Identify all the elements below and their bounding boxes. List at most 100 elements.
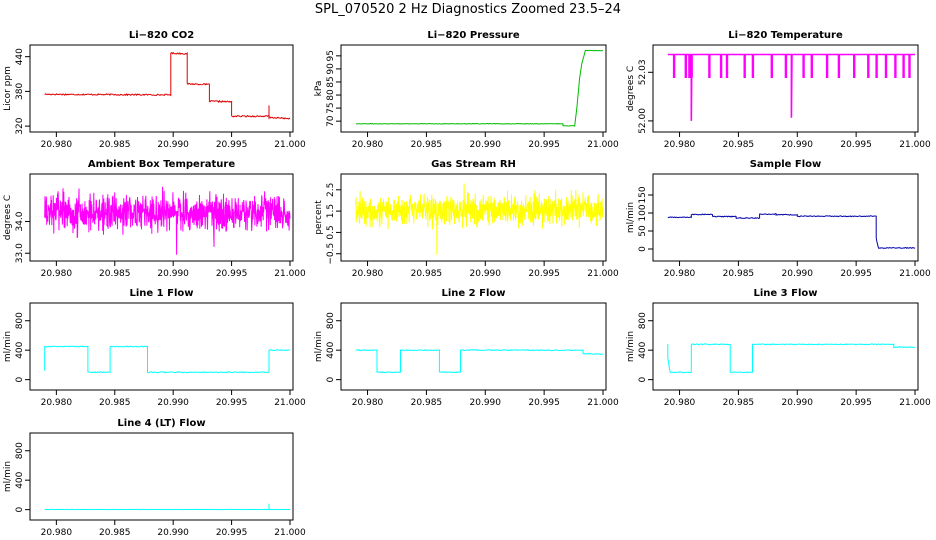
- line4-xtick-label: 20.985: [99, 528, 131, 538]
- line2-title: Line 2 Flow: [442, 288, 506, 299]
- rh-ytick-label: 0.5: [326, 225, 336, 239]
- figure-title: SPL_070520 2 Hz Diagnostics Zoomed 23.5–…: [315, 2, 621, 17]
- line3-xtick-label: 20.990: [782, 398, 814, 408]
- licor_temp-xtick-label: 20.980: [664, 140, 696, 150]
- line4-ytick-label: 0: [15, 506, 25, 512]
- line1-title: Line 1 Flow: [130, 288, 194, 299]
- line3-series-0: [667, 343, 916, 374]
- co2-title: Li−820 CO2: [129, 30, 194, 41]
- line4-xtick-label: 20.990: [157, 528, 189, 538]
- panels: Li−820 CO2 20.980 20.985 20.990 20.995 21.000…: [3, 30, 931, 538]
- licor_temp-xtick-label: 20.985: [723, 140, 755, 150]
- line2-xtick-label: 20.990: [470, 398, 502, 408]
- line4-ytick-label: 800: [15, 442, 25, 459]
- ambient_temp-xtick-label: 20.980: [41, 269, 73, 279]
- licor_temp-xtick-label: 20.990: [782, 140, 814, 150]
- sample_flow-title: Sample Flow: [750, 159, 822, 170]
- line1-ytick-label: 800: [15, 312, 25, 329]
- rh-series-0: [355, 183, 604, 255]
- licor_temp-series-0: [667, 53, 915, 121]
- rh-xtick-label: 21.000: [587, 269, 619, 279]
- line1-xtick-label: 20.985: [99, 398, 131, 408]
- rh-xtick-label: 20.990: [470, 269, 502, 279]
- co2-xtick-label: 20.985: [99, 140, 131, 150]
- sample_flow-ytick-label: 50: [638, 225, 648, 237]
- panel-line1: Line 1 Flow 20.980 20.985 20.990 20.995 21.00…: [3, 288, 306, 408]
- rh-xtick-label: 20.980: [352, 269, 384, 279]
- pressure-series-0: [355, 49, 604, 127]
- line1-plot-frame: [29, 302, 294, 391]
- line3-ytick-label: 400: [638, 341, 648, 358]
- line1-series-0: [44, 345, 291, 374]
- co2-xtick-label: 20.990: [157, 140, 189, 150]
- line2-series-0: [355, 349, 604, 374]
- licor_temp-ylabel: degrees C: [626, 66, 636, 111]
- sample_flow-ytick-label: 100: [638, 204, 648, 221]
- pressure-ytick-label: 70: [326, 115, 336, 127]
- line1-xtick-label: 20.980: [41, 398, 73, 408]
- ambient_temp-xtick-label: 20.985: [99, 269, 131, 279]
- licor_temp-xtick-label: 21.000: [899, 140, 931, 150]
- sample_flow-xtick-label: 20.995: [840, 269, 872, 279]
- co2-ylabel: Licor ppm: [3, 66, 13, 111]
- panel-pressure: Li−820 Pressure 20.980 20.985 20.990 20.995 2…: [314, 30, 619, 150]
- pressure-ytick-label: 75: [326, 102, 336, 113]
- ambient_temp-plot-frame: [29, 173, 294, 262]
- panel-ambient_temp: Ambient Box Temperature 20.980 20.985 20.99…: [3, 159, 306, 279]
- rh-plot-frame: [340, 173, 607, 262]
- panel-sample_flow: Sample Flow 20.980 20.985 20.990 20.995 21.00…: [626, 159, 931, 279]
- line2-xtick-label: 21.000: [587, 398, 619, 408]
- line3-xtick-label: 20.980: [664, 398, 696, 408]
- line2-xtick-label: 20.985: [411, 398, 443, 408]
- panel-co2: Li−820 CO2 20.980 20.985 20.990 20.995 21.000…: [3, 30, 306, 150]
- line1-ytick-label: 0: [15, 376, 25, 382]
- line4-ytick-label: 400: [15, 471, 25, 488]
- panel-line2: Line 2 Flow 20.980 20.985 20.990 20.995 21.00…: [314, 288, 619, 408]
- line3-plot-frame: [652, 302, 919, 391]
- sample_flow-plot-frame: [652, 173, 919, 262]
- line3-ytick-label: 800: [638, 312, 648, 329]
- rh-xtick-label: 20.995: [528, 269, 560, 279]
- pressure-title: Li−820 Pressure: [427, 30, 520, 41]
- licor_temp-ytick-label: 52.03: [638, 59, 648, 85]
- pressure-xtick-label: 20.980: [352, 140, 384, 150]
- co2-xtick-label: 20.995: [216, 140, 248, 150]
- co2-series-0: [44, 51, 291, 120]
- line2-ytick-label: 0: [326, 376, 336, 382]
- ambient_temp-xtick-label: 20.995: [216, 269, 248, 279]
- line2-plot-frame: [340, 302, 607, 391]
- line4-series-0: [44, 503, 290, 511]
- pressure-xtick-label: 20.995: [528, 140, 560, 150]
- line4-ylabel: ml/min: [3, 461, 13, 492]
- pressure-ytick-label: 80: [326, 89, 336, 101]
- line3-xtick-label: 20.985: [723, 398, 755, 408]
- sample_flow-ytick-label: 150: [638, 186, 648, 203]
- sample_flow-xtick-label: 20.985: [723, 269, 755, 279]
- rh-title: Gas Stream RH: [431, 159, 516, 170]
- licor_temp-xtick-label: 20.995: [840, 140, 872, 150]
- line1-xtick-label: 20.990: [157, 398, 189, 408]
- pressure-plot-frame: [340, 44, 607, 133]
- co2-plot-frame: [29, 44, 294, 133]
- rh-ytick-label: −0.5: [326, 243, 336, 265]
- line4-xtick-label: 21.000: [274, 528, 306, 538]
- sample_flow-xtick-label: 21.000: [899, 269, 931, 279]
- line2-xtick-label: 20.995: [528, 398, 560, 408]
- ambient_temp-title: Ambient Box Temperature: [88, 159, 235, 170]
- ambient_temp-ytick-label: 34.0: [15, 211, 25, 231]
- pressure-xtick-label: 20.985: [411, 140, 443, 150]
- pressure-ytick-label: 95: [326, 50, 336, 61]
- co2-xtick-label: 21.000: [274, 140, 306, 150]
- line4-title: Line 4 (LT) Flow: [117, 418, 205, 429]
- line3-xtick-label: 21.000: [899, 398, 931, 408]
- line1-xtick-label: 21.000: [274, 398, 306, 408]
- line1-ylabel: ml/min: [3, 331, 13, 362]
- sample_flow-xtick-label: 20.990: [782, 269, 814, 279]
- pressure-xtick-label: 20.990: [470, 140, 502, 150]
- line2-ytick-label: 400: [326, 341, 336, 358]
- ambient_temp-xtick-label: 21.000: [274, 269, 306, 279]
- sample_flow-series-0: [667, 213, 916, 249]
- panel-line3: Line 3 Flow 20.980 20.985 20.990 20.995 21.00…: [626, 288, 931, 408]
- rh-ylabel: percent: [314, 200, 324, 235]
